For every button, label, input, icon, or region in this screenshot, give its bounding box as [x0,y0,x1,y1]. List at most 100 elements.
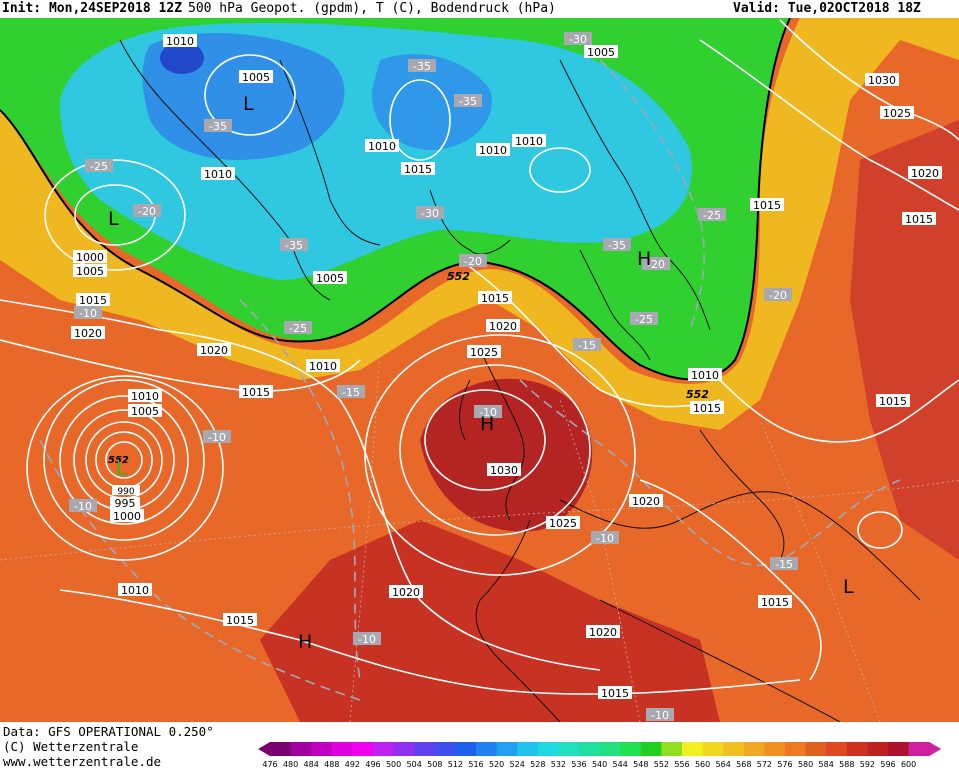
low-center: L [116,458,127,480]
temp-label: -20 [642,257,670,271]
isobar-label: 1005 [128,404,162,418]
website-link[interactable]: www.wetterzentrale.de [3,754,162,769]
svg-text:-15: -15 [775,558,793,571]
scale-swatch [908,742,930,756]
low-center: L [243,93,254,115]
svg-text:-20: -20 [769,289,787,302]
svg-text:1020: 1020 [589,626,617,639]
scale-swatch [352,742,374,756]
scale-tick-label: 588 [839,760,855,769]
svg-text:-20: -20 [138,205,156,218]
scale-swatch [723,742,745,756]
svg-text:1010: 1010 [166,35,194,48]
temp-label: -10 [69,499,97,513]
svg-text:1005: 1005 [76,265,104,278]
temp-label: -10 [353,632,381,646]
svg-text:1025: 1025 [883,107,911,120]
svg-text:1010: 1010 [368,140,396,153]
ridge-east [850,120,959,560]
low-center: L [108,208,119,230]
isobar-label: 1010 [118,583,152,597]
scale-tick-label: 520 [488,760,505,769]
isobar-label: 1030 [487,463,521,477]
scale-swatch [517,742,539,756]
map-canvas: 1010 1005 1010 1015 1010 1010 1005 1030 … [0,18,959,722]
svg-text:1030: 1030 [868,74,896,87]
scale-tick-label: 600 [900,760,917,769]
svg-text:1010: 1010 [309,360,337,373]
svg-text:1020: 1020 [632,495,660,508]
svg-text:-10: -10 [651,709,669,722]
svg-text:-35: -35 [285,239,303,252]
isobar-label: 1025 [546,516,580,530]
scale-swatch [537,742,559,756]
scale-tick-label: 532 [550,760,567,769]
data-source: Data: GFS OPERATIONAL 0.250° [3,724,214,739]
scale-swatch [702,742,724,756]
scale-swatch [373,742,395,756]
isobar-label: 1005 [313,271,347,285]
temp-label: -10 [591,531,619,545]
isobar-label: 1015 [76,293,110,307]
svg-text:1015: 1015 [601,687,629,700]
svg-text:-20: -20 [647,258,665,271]
color-scale-labels: 476 480 484 488 492 496 500 504 508 512 516 520 524 5… [262,760,948,770]
scale-swatch [393,742,415,756]
scale-swatch [764,742,786,756]
scale-tick-label: 564 [715,760,731,769]
svg-text:1015: 1015 [226,614,254,627]
isobar-label: 1015 [750,198,784,212]
temperature-labels: -30 -35 -35 -35 -25 -20 -30 -35 -20 -25 … [69,32,798,722]
svg-text:-35: -35 [459,95,477,108]
isobar-label: 1020 [908,166,942,180]
scale-swatch [682,742,704,756]
svg-text:-25: -25 [703,209,721,222]
temp-label: -10 [474,405,502,419]
svg-text:-25: -25 [635,313,653,326]
coastlines [119,39,921,722]
map-footer: Data: GFS OPERATIONAL 0.250° (C) Wetterz… [0,722,959,770]
scale-tick-label: 556 [674,760,690,769]
color-scale [258,742,942,756]
isobar-label: 1015 [876,394,910,408]
scale-tick-label: 560 [694,760,711,769]
scale-swatch [496,742,518,756]
temp-label: -25 [85,159,113,173]
temp-label: -15 [337,385,365,399]
scale-tick-label: 544 [612,760,628,769]
isobar-label: 1020 [629,494,663,508]
ridge-core [420,378,593,532]
region-deep-blue [160,42,204,74]
svg-text:-25: -25 [289,322,307,335]
svg-text:1025: 1025 [549,517,577,530]
scale-tick-label: 584 [818,760,834,769]
scale-swatch [826,742,848,756]
scale-tick-label: 528 [530,760,546,769]
temp-label: -20 [459,254,487,268]
high-center: H [480,413,494,435]
svg-text:1025: 1025 [470,346,498,359]
temp-label: -35 [454,94,482,108]
isobar-label: 1025 [467,345,501,359]
scale-swatch [270,742,292,756]
contour-label: 552 [447,270,470,283]
scale-tick-label: 480 [282,760,299,769]
graticule [0,349,959,722]
scale-tick-label: 484 [303,760,319,769]
band-yellow [0,18,959,430]
svg-text:-35: -35 [608,239,626,252]
credits: Data: GFS OPERATIONAL 0.250° (C) Wetterz… [3,724,214,769]
scale-arrow-left [258,742,270,756]
scale-tick-label: 536 [571,760,587,769]
scale-tick-label: 568 [736,760,752,769]
svg-text:1020: 1020 [489,320,517,333]
weather-map[interactable]: 1010 1005 1010 1015 1010 1010 1005 1030 … [0,18,959,722]
scale-tick-label: 592 [859,760,876,769]
scale-swatch [867,742,889,756]
temp-label: -35 [204,119,232,133]
init-time: Init: Mon,24SEP2018 12Z [2,1,183,16]
scale-tick-label: 596 [880,760,896,769]
valid-time: Valid: Tue,02OCT2018 18Z [733,1,921,16]
svg-text:1015: 1015 [79,294,107,307]
svg-text:-30: -30 [421,207,439,220]
